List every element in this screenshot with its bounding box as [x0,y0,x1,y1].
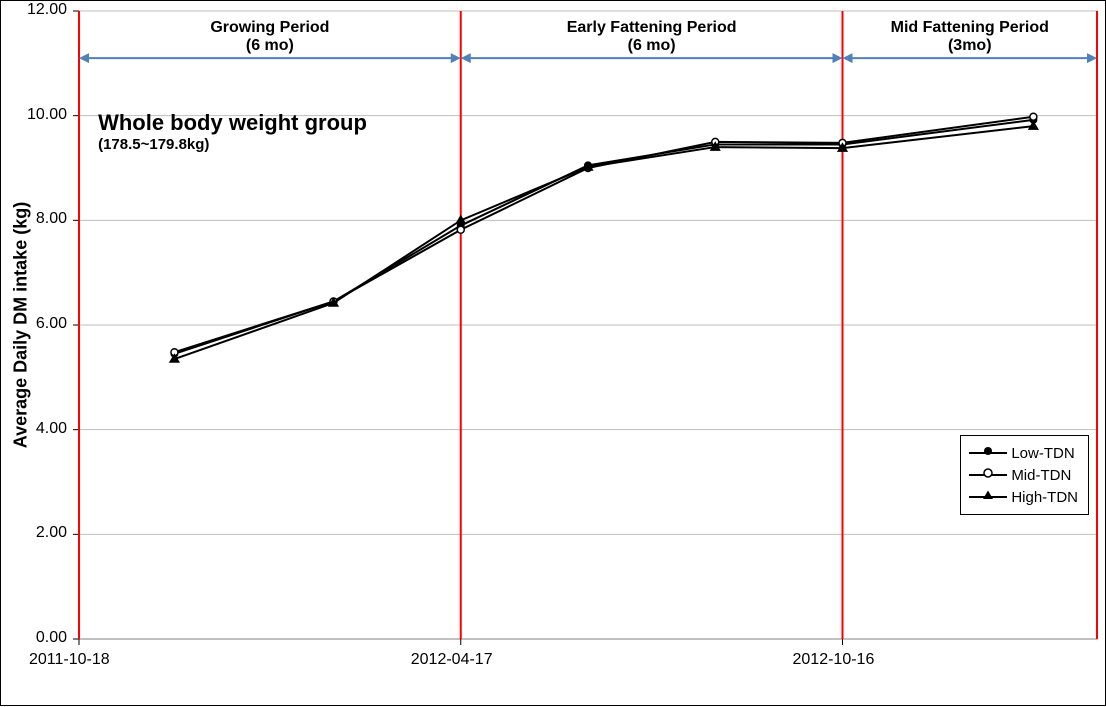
legend: Low-TDN Mid-TDN High-TDN [960,435,1089,515]
x-tick-label: 2011-10-18 [29,651,110,669]
legend-row: High-TDN [969,486,1078,508]
legend-label: Low-TDN [1011,445,1074,462]
subtitle-block: Whole body weight group (178.5~179.8kg) [98,110,367,153]
y-tick-label: 12.00 [27,1,67,19]
y-axis-label: Average Daily DM intake (kg) [11,202,32,448]
period-label-line2: (6 mo) [210,37,329,55]
period-label-line2: (6 mo) [567,37,737,55]
x-tick-label: 2012-04-17 [411,651,493,669]
y-tick-label: 2.00 [36,524,67,542]
period-label: Early Fattening Period(6 mo) [567,19,737,55]
period-label: Growing Period(6 mo) [210,19,329,55]
x-tick-label: 2012-10-16 [793,651,875,669]
subtitle-main: Whole body weight group [98,110,367,136]
y-tick-label: 10.00 [27,106,67,124]
legend-label: Mid-TDN [1011,467,1071,484]
period-label-line2: (3mo) [891,37,1049,55]
period-label-line1: Growing Period [210,19,329,37]
legend-swatch [969,445,1007,461]
chart-svg [1,1,1106,707]
period-label: Mid Fattening Period(3mo) [891,19,1049,55]
period-label-line1: Early Fattening Period [567,19,737,37]
legend-swatch [969,489,1007,505]
chart-container: Average Daily DM intake (kg) 0.00 2.00 4.0… [0,0,1106,706]
subtitle-sub: (178.5~179.8kg) [98,136,367,153]
legend-row: Mid-TDN [969,464,1078,486]
legend-label: High-TDN [1011,489,1078,506]
y-tick-label: 4.00 [36,420,67,438]
period-label-line1: Mid Fattening Period [891,19,1049,37]
y-tick-label: 0.00 [36,629,67,647]
legend-row: Low-TDN [969,442,1078,464]
legend-swatch [969,467,1007,483]
y-tick-label: 6.00 [36,315,67,333]
y-tick-label: 8.00 [36,210,67,228]
